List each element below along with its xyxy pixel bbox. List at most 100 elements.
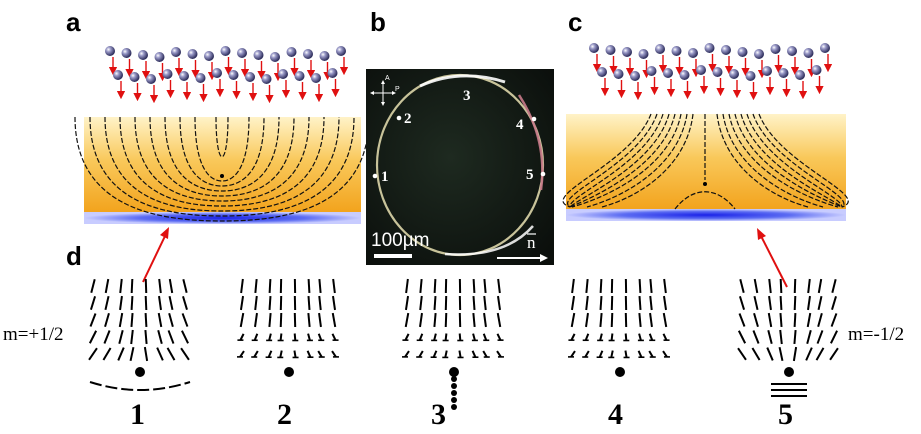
director-bar <box>240 278 244 294</box>
director-bar <box>307 333 311 341</box>
director-bar <box>662 333 668 341</box>
particle <box>745 71 756 81</box>
particle <box>278 69 288 79</box>
director-bar <box>331 350 337 358</box>
director-bar <box>267 350 273 358</box>
director-bar <box>181 330 189 344</box>
defect-number-2: 2 <box>277 398 292 431</box>
particle <box>129 72 140 82</box>
particle <box>113 70 123 80</box>
director-line <box>569 113 676 208</box>
director-bar <box>738 313 746 327</box>
director-bar <box>497 278 501 294</box>
director-line <box>569 113 670 208</box>
defect-core <box>615 367 625 377</box>
polarizer-label: P <box>395 86 400 93</box>
particle <box>770 44 781 54</box>
particle <box>154 52 165 62</box>
particle <box>319 51 330 61</box>
director-line <box>164 116 280 192</box>
panel-b-micrograph: A P 1 2 3 4 5 100µm n <box>366 69 554 265</box>
particle <box>646 66 657 76</box>
particle <box>220 46 231 56</box>
director-lines-a <box>74 116 370 222</box>
particles-c <box>589 43 833 101</box>
director-bar <box>279 333 283 341</box>
director-bar <box>570 333 576 341</box>
director-bar <box>753 312 759 328</box>
particle <box>253 50 264 60</box>
particle <box>696 65 706 75</box>
director-line <box>722 113 824 208</box>
particle <box>245 72 255 82</box>
director-bar <box>817 295 823 311</box>
director-bar <box>648 350 654 358</box>
director-bar <box>737 330 747 344</box>
director-bar <box>89 313 97 327</box>
director-bar <box>496 312 502 328</box>
particle <box>737 47 748 57</box>
director-bar <box>739 278 745 294</box>
director-bar <box>458 333 462 341</box>
director-bar <box>752 330 760 344</box>
director-bar <box>307 278 311 294</box>
director-bar <box>433 312 437 328</box>
director-bar <box>279 312 283 328</box>
director-bar <box>318 295 322 311</box>
director-bar <box>830 313 838 327</box>
particle <box>187 49 198 59</box>
point-4-label: 4 <box>516 117 524 133</box>
director-bar <box>807 278 811 294</box>
particle <box>679 70 690 80</box>
particle <box>589 43 599 53</box>
director-bar <box>768 295 772 311</box>
director-bar <box>317 350 323 358</box>
director-bar <box>180 347 190 361</box>
director-bar <box>471 350 477 358</box>
director-bar <box>268 295 272 311</box>
director-bar <box>737 347 747 361</box>
director-bar <box>649 278 653 294</box>
director-bar <box>496 333 502 341</box>
director-bar <box>254 312 258 328</box>
particle <box>237 48 247 58</box>
director-bar <box>129 346 135 362</box>
particle <box>212 68 222 78</box>
director-bar <box>182 296 188 310</box>
defect-core <box>784 367 794 377</box>
director-line <box>134 116 310 202</box>
particle <box>704 43 715 53</box>
director-bar <box>168 312 174 328</box>
director-bar <box>157 329 163 345</box>
director-bar <box>831 278 837 294</box>
director-bar <box>239 350 245 358</box>
director-line <box>569 113 664 208</box>
director-bar <box>817 278 823 294</box>
director-bar <box>829 347 839 361</box>
director-bar <box>331 333 337 341</box>
director-bar <box>239 333 245 341</box>
director-bar <box>307 295 311 311</box>
analyzer-label: A <box>385 75 390 82</box>
substrate-c <box>566 209 846 221</box>
director-bar <box>432 350 438 358</box>
director-bar <box>332 295 336 311</box>
director-bar <box>332 278 336 294</box>
point-3-label: 3 <box>463 88 471 104</box>
particle <box>303 49 313 59</box>
director-bar <box>158 278 162 294</box>
director-bar <box>156 347 164 361</box>
panel-a-slab-diagram <box>74 46 370 224</box>
director-bar <box>817 312 823 328</box>
director-bar <box>144 312 148 328</box>
director-bar <box>404 295 410 311</box>
director-bar <box>254 278 258 294</box>
director-bar <box>598 350 604 358</box>
charge-label-plus-half: m=+1/2 <box>3 324 64 345</box>
director-bar <box>254 295 258 311</box>
director-bar <box>268 312 272 328</box>
director-bar <box>458 350 462 358</box>
point-2-marker <box>396 115 402 121</box>
director-bar <box>307 312 311 328</box>
arrow-d5-to-c <box>760 235 788 288</box>
